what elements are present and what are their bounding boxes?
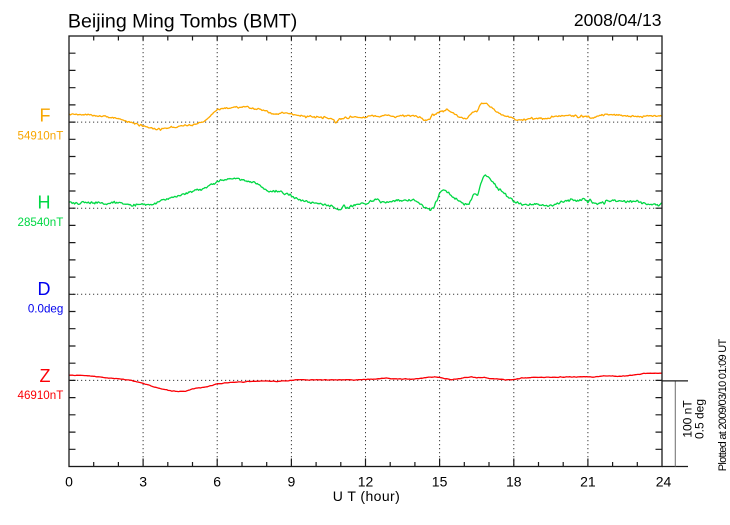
svg-text:46910nT: 46910nT: [18, 389, 64, 402]
svg-text:21: 21: [580, 474, 596, 490]
svg-text:F: F: [40, 106, 51, 126]
svg-text:0.5 deg: 0.5 deg: [693, 399, 707, 439]
svg-text:28540nT: 28540nT: [18, 216, 64, 229]
svg-text:100 nT: 100 nT: [680, 400, 694, 438]
svg-text:Z: Z: [40, 366, 51, 386]
svg-text:18: 18: [506, 474, 522, 490]
svg-text:54910nT: 54910nT: [18, 129, 64, 142]
svg-text:0: 0: [65, 474, 73, 490]
svg-text:3: 3: [139, 474, 147, 490]
svg-text:6: 6: [213, 474, 221, 490]
svg-text:0.0deg: 0.0deg: [28, 302, 63, 315]
svg-text:9: 9: [288, 474, 296, 490]
svg-text:2008/04/13: 2008/04/13: [574, 10, 662, 30]
svg-text:H: H: [38, 193, 51, 213]
svg-text:24: 24: [656, 474, 672, 490]
svg-text:15: 15: [432, 474, 448, 490]
svg-text:Plotted at 2009/03/10 01:09 UT: Plotted at 2009/03/10 01:09 UT: [717, 338, 729, 471]
svg-text:12: 12: [358, 474, 374, 490]
svg-text:D: D: [38, 279, 51, 299]
svg-text:U T (hour): U T (hour): [333, 488, 400, 504]
svg-text:Beijing Ming Tombs (BMT): Beijing Ming Tombs (BMT): [68, 11, 297, 33]
